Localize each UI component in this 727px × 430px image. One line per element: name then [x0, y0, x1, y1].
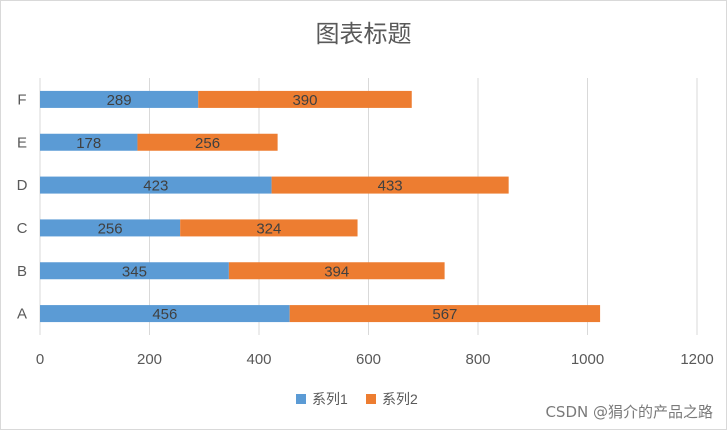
bar-segment-series2 — [198, 90, 412, 108]
data-label: 423 — [143, 178, 168, 195]
chart-title: 图表标题 — [315, 20, 412, 48]
legend-label: 系列2 — [382, 391, 418, 407]
bar-segment-series1 — [40, 133, 138, 151]
data-label: 394 — [324, 263, 349, 280]
y-tick-label: F — [17, 91, 26, 108]
data-label: 256 — [98, 220, 123, 237]
x-tick-label: 200 — [137, 351, 162, 368]
data-label: 345 — [122, 263, 147, 280]
data-label: 256 — [195, 135, 220, 152]
data-label: 324 — [256, 220, 281, 237]
bar-segment-series2 — [137, 133, 278, 151]
data-label: 433 — [378, 178, 403, 195]
data-label: 390 — [292, 92, 317, 109]
bar-segment-series1 — [40, 262, 229, 280]
bar-segment-series1 — [40, 90, 199, 108]
y-tick-label: D — [17, 177, 28, 194]
y-tick-label: B — [17, 263, 27, 280]
x-tick-label: 0 — [36, 351, 44, 368]
bar-segment-series2 — [289, 305, 601, 323]
bar-segment-series2 — [271, 176, 509, 194]
bar-segment-series1 — [40, 305, 290, 323]
watermark-text: CSDN @狷介的产品之路 — [545, 403, 713, 421]
data-label: 289 — [107, 92, 132, 109]
bar-segment-series1 — [40, 219, 181, 237]
data-label: 567 — [432, 306, 457, 323]
data-label: 178 — [76, 135, 101, 152]
y-tick-label: E — [17, 134, 27, 151]
bar-segment-series1 — [40, 176, 272, 194]
y-tick-label: A — [17, 306, 27, 323]
legend-label: 系列1 — [312, 391, 348, 407]
x-tick-label: 1000 — [571, 351, 604, 368]
bar-segment-series2 — [228, 262, 445, 280]
legend-swatch — [366, 394, 376, 404]
y-tick-label: C — [17, 220, 28, 237]
x-tick-label: 400 — [246, 351, 271, 368]
x-tick-label: 600 — [356, 351, 381, 368]
x-tick-label: 1200 — [680, 351, 713, 368]
bar-segment-series2 — [180, 219, 358, 237]
data-label: 456 — [152, 306, 177, 323]
x-tick-label: 800 — [465, 351, 490, 368]
legend-swatch — [296, 394, 306, 404]
